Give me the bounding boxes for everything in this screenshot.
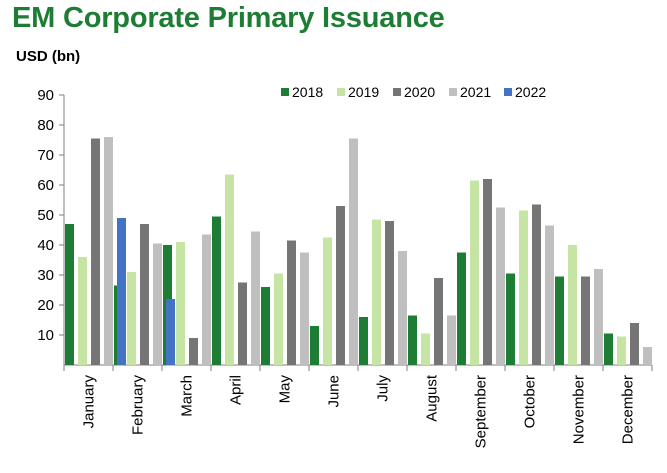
bar-2021-december	[643, 347, 652, 365]
bar-2019-june	[323, 237, 332, 365]
bar-2021-february	[153, 243, 162, 365]
x-tick-label-june: June	[326, 375, 343, 408]
x-tick-label-november: November	[571, 375, 588, 444]
bar-2018-may	[261, 287, 270, 365]
bar-2019-december	[617, 336, 626, 365]
bar-2020-november	[581, 276, 590, 365]
y-tick-label: 60	[37, 177, 54, 194]
y-tick-label: 80	[37, 117, 54, 134]
bar-2019-august	[421, 333, 430, 365]
x-tick-label-august: August	[424, 374, 441, 422]
bar-2018-june	[310, 326, 319, 365]
bar-2021-october	[545, 225, 554, 365]
bar-2020-may	[287, 240, 296, 365]
x-tick-label-december: December	[620, 375, 637, 444]
bar-2020-july	[385, 221, 394, 365]
y-tick-label: 50	[37, 207, 54, 224]
bar-2020-september	[483, 179, 492, 365]
bar-2020-february	[140, 224, 149, 365]
bar-2022-february	[166, 299, 175, 365]
y-tick-label: 20	[37, 297, 54, 314]
y-tick-label: 10	[37, 327, 54, 344]
y-axis-label: USD (bn)	[16, 48, 81, 65]
bar-2019-september	[470, 180, 479, 365]
x-tick-label-july: July	[375, 375, 392, 402]
bar-2021-may	[300, 252, 309, 365]
legend-swatch-2020	[393, 88, 401, 96]
bar-2022-january	[117, 218, 126, 365]
bar-2021-june	[349, 138, 358, 365]
legend-label-2020: 2020	[404, 84, 435, 100]
bar-2019-july	[372, 219, 381, 365]
bar-2018-august	[408, 315, 417, 365]
x-tick-label-april: April	[228, 375, 245, 405]
bar-2019-november	[568, 245, 577, 365]
bar-2021-september	[496, 207, 505, 365]
bar-2019-april	[225, 174, 234, 365]
bar-2020-december	[630, 323, 639, 365]
bar-2018-january	[65, 224, 74, 365]
bar-2019-march	[176, 242, 185, 365]
legend-swatch-2022	[504, 88, 512, 96]
x-tick-label-february: February	[130, 375, 147, 436]
bar-2019-january	[78, 257, 87, 365]
legend-swatch-2018	[281, 88, 289, 96]
legend-label-2021: 2021	[460, 84, 491, 100]
bar-2021-august	[447, 315, 456, 365]
x-tick-label-september: September	[473, 375, 490, 448]
bar-2020-january	[91, 138, 100, 365]
bar-2018-april	[212, 216, 221, 365]
legend-label-2019: 2019	[348, 84, 379, 100]
y-tick-label: 30	[37, 267, 54, 284]
legend-swatch-2021	[449, 88, 457, 96]
bar-2020-august	[434, 278, 443, 365]
bar-2021-july	[398, 251, 407, 365]
bar-2020-march	[189, 338, 198, 365]
bar-2020-april	[238, 282, 247, 365]
x-tick-label-october: October	[522, 375, 539, 428]
legend-label-2022: 2022	[515, 84, 546, 100]
bar-2021-january	[104, 137, 113, 365]
bar-2018-october	[506, 273, 515, 365]
bar-2019-october	[519, 210, 528, 365]
bar-2019-may	[274, 273, 283, 365]
bar-2018-september	[457, 252, 466, 365]
y-tick-label: 90	[37, 87, 54, 104]
bar-2020-october	[532, 204, 541, 365]
y-tick-label: 70	[37, 147, 54, 164]
legend-swatch-2019	[337, 88, 345, 96]
bar-2021-november	[594, 269, 603, 365]
x-tick-label-may: May	[277, 375, 294, 404]
legend-label-2018: 2018	[292, 84, 323, 100]
y-tick-label: 40	[37, 237, 54, 254]
bar-2021-april	[251, 231, 260, 365]
x-tick-label-march: March	[179, 375, 196, 417]
bar-2018-december	[604, 333, 613, 365]
x-tick-label-january: January	[81, 375, 98, 429]
bar-2019-february	[127, 272, 136, 365]
bar-2018-november	[555, 276, 564, 365]
bar-2018-july	[359, 317, 368, 365]
bar-2020-june	[336, 206, 345, 365]
bar-2021-march	[202, 234, 211, 365]
chart-title: EM Corporate Primary Issuance	[12, 2, 445, 34]
